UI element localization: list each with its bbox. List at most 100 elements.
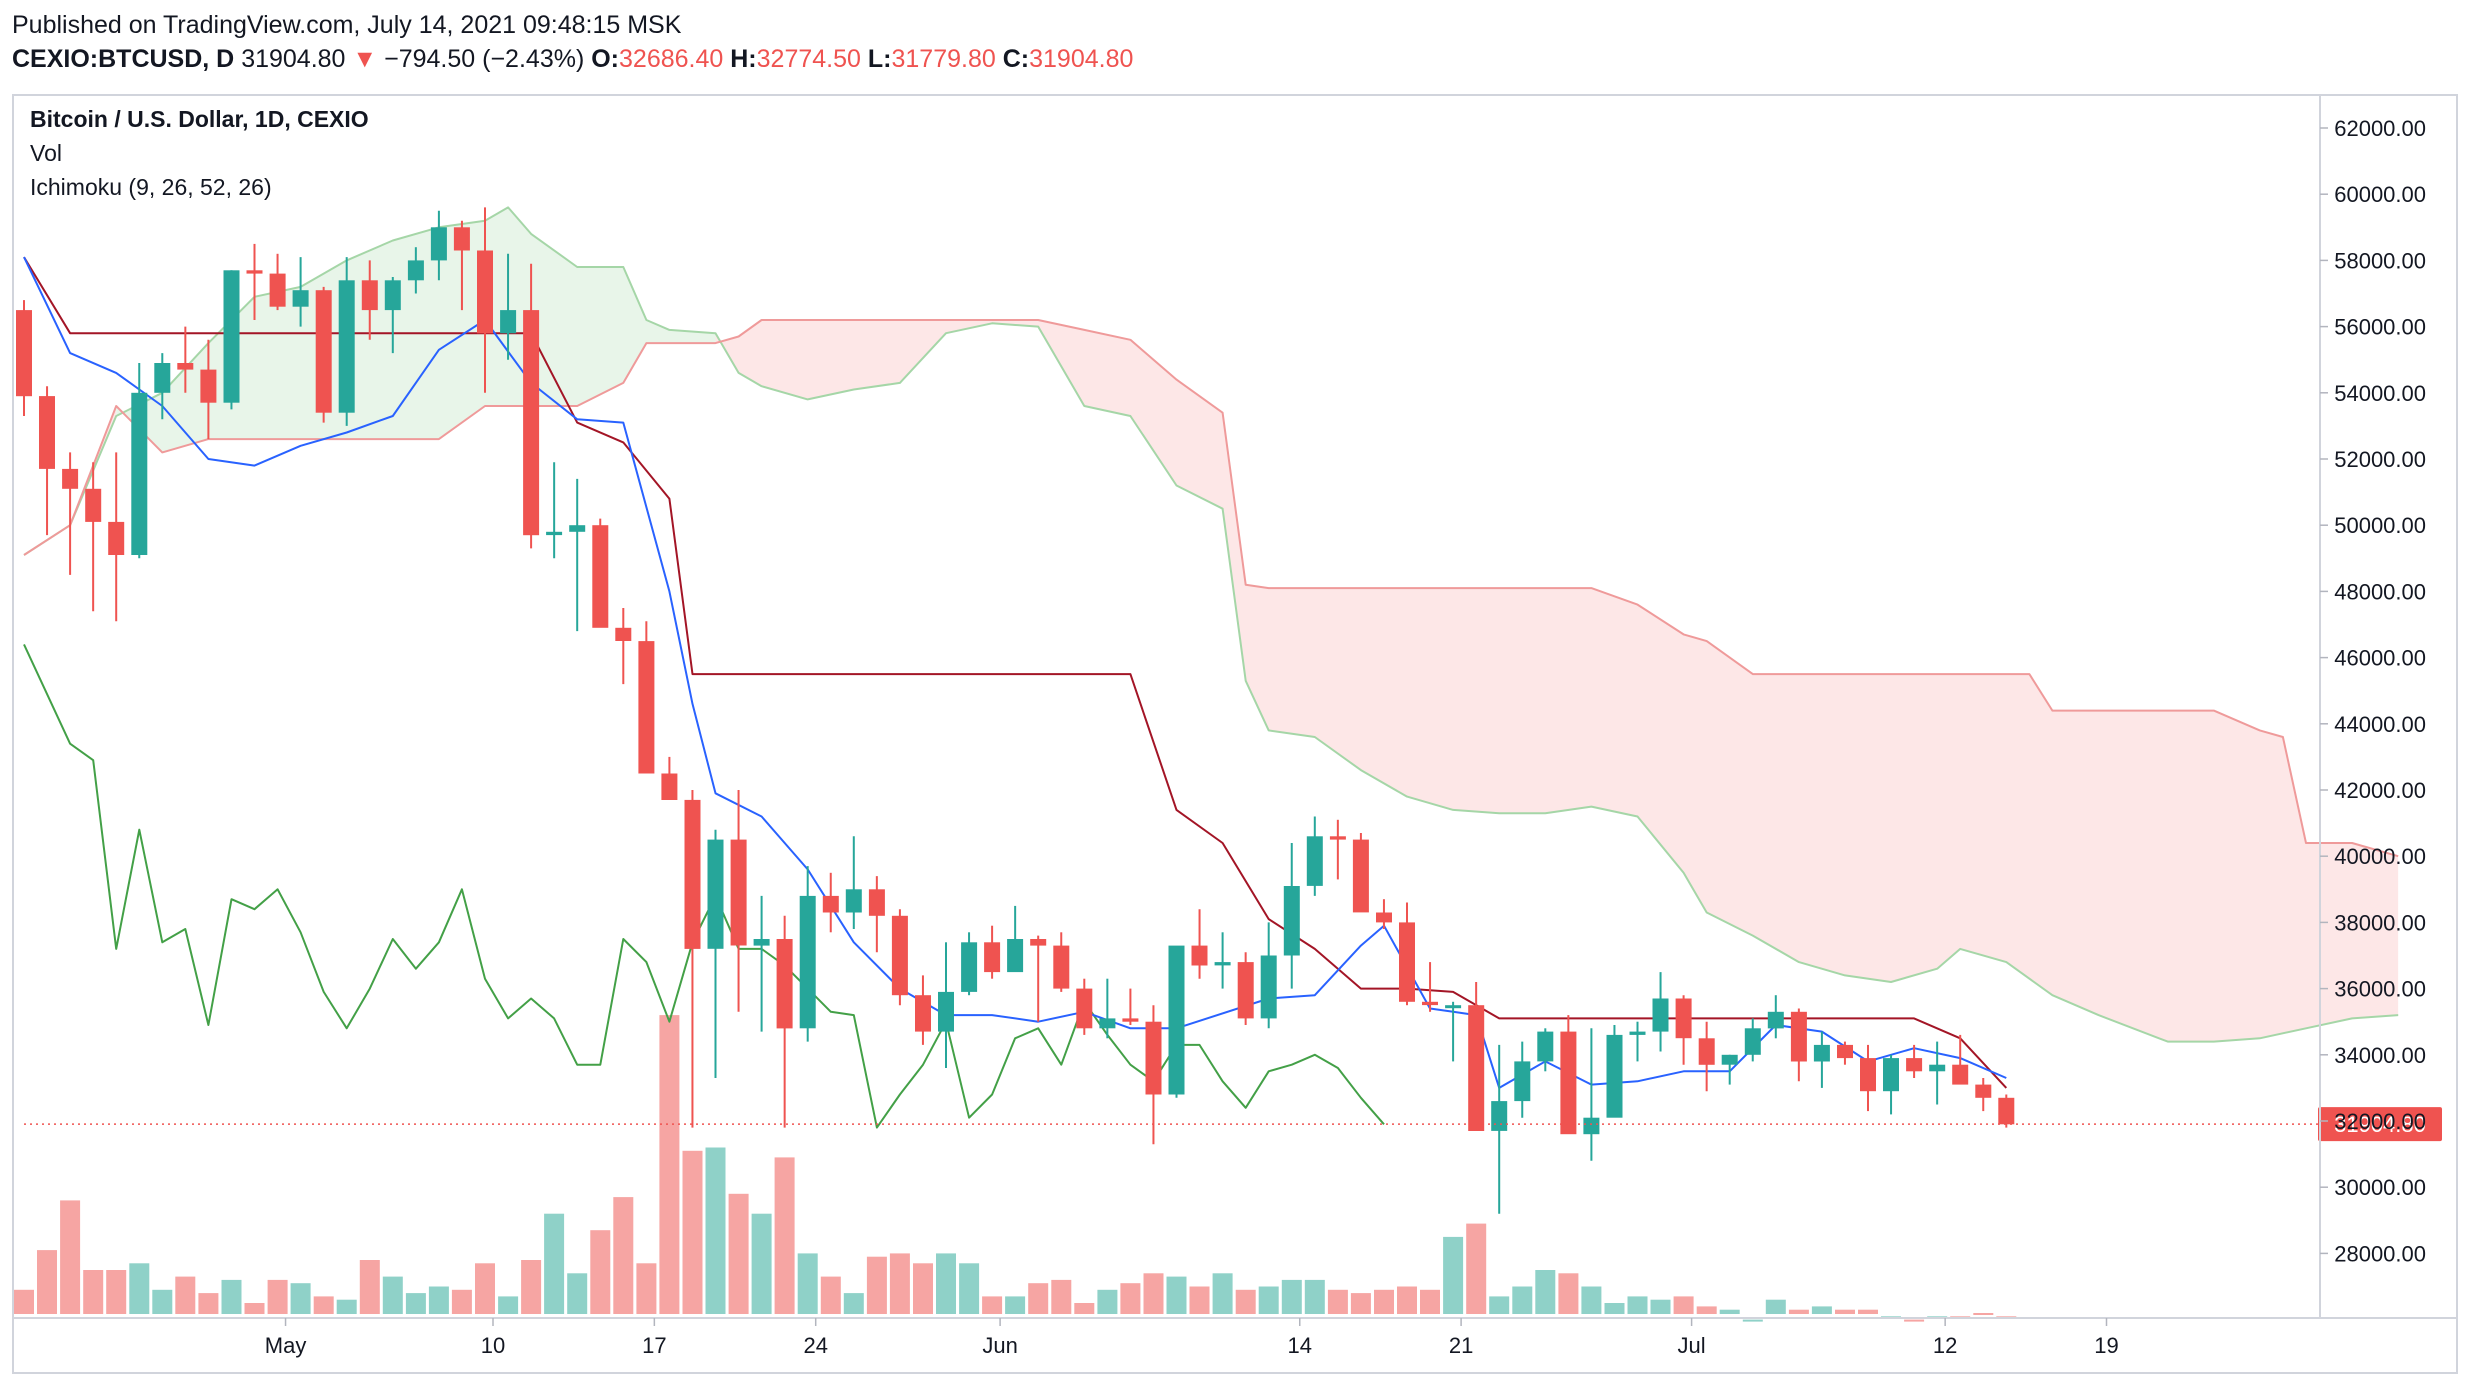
candle-body-63: [1468, 1005, 1485, 1131]
volume-bar-29: [682, 1150, 703, 1314]
candle-body-73: [1698, 1038, 1715, 1065]
candle-body-77: [1790, 1011, 1807, 1062]
candle-12: [292, 257, 309, 327]
y-tick-label-0: 62000.00: [2334, 116, 2426, 141]
volume-bar-58: [1350, 1293, 1371, 1314]
volume-bar-79: [1835, 1309, 1855, 1314]
candle-55: [1283, 843, 1300, 989]
candle-body-20: [477, 250, 493, 334]
candle-body-55: [1283, 886, 1300, 956]
volume-bar-23: [544, 1213, 565, 1314]
candle-66: [1537, 1028, 1554, 1072]
candle-36: [845, 836, 862, 929]
candle-15: [361, 260, 378, 340]
candle-49: [1145, 1005, 1162, 1145]
candle-body-32: [753, 939, 770, 946]
candle-body-11: [269, 273, 286, 307]
y-tick-label-11: 40000.00: [2334, 844, 2426, 869]
candle-body-60: [1399, 922, 1415, 1002]
candle-83: [1929, 1041, 1946, 1105]
volume-bar-74: [1719, 1309, 1740, 1314]
candle-body-10: [246, 270, 263, 274]
candle-82: [1906, 1044, 1923, 1078]
volume-bar-42: [982, 1296, 1003, 1314]
volume-bar-64: [1489, 1296, 1510, 1314]
candle-body-7: [177, 363, 194, 370]
candle-1: [39, 386, 55, 536]
chart-frame: [12, 94, 2458, 1374]
volume-bar-50: [1166, 1276, 1187, 1314]
volume-bar-1: [37, 1250, 57, 1314]
candle-body-3: [85, 488, 102, 522]
y-tick-label-13: 36000.00: [2334, 977, 2426, 1002]
candle-38: [891, 909, 908, 1006]
candle-body-71: [1652, 998, 1669, 1032]
kijun-line: [23, 256, 2008, 1089]
volume-bar-31: [728, 1193, 749, 1314]
candle-42: [984, 925, 1001, 979]
candle-69: [1606, 1025, 1623, 1118]
candle-body-18: [430, 227, 447, 261]
close-label: C:: [1002, 45, 1030, 73]
candle-20: [477, 207, 493, 393]
x-tick-label-8: 12: [1933, 1333, 1957, 1358]
candle-body-5: [131, 392, 148, 555]
candle-5: [131, 363, 148, 559]
candle-body-30: [707, 839, 724, 949]
y-tick-label-2: 58000.00: [2334, 248, 2426, 273]
candles: [16, 207, 2015, 1214]
candle-body-29: [684, 799, 701, 949]
y-tick-label-9: 44000.00: [2334, 712, 2426, 737]
tenkan-line: [23, 256, 2007, 1089]
volume-bar-49: [1143, 1273, 1164, 1314]
candle-7: [177, 326, 194, 393]
volume-bar-32: [751, 1213, 772, 1314]
volume-bar-41: [959, 1263, 980, 1314]
candle-26: [615, 608, 632, 685]
volume-bar-36: [843, 1293, 864, 1314]
candle-body-47: [1099, 1018, 1116, 1029]
quote-line: CEXIO:BTCUSD, D 31904.80 ▼ −794.50 (−2.4…: [12, 42, 1133, 76]
candle-35: [822, 872, 839, 933]
candle-79: [1837, 1041, 1853, 1065]
candle-body-86: [1998, 1097, 2015, 1125]
candle-body-69: [1606, 1034, 1623, 1118]
candle-74: [1721, 1054, 1738, 1085]
volume-bar-51: [1189, 1286, 1210, 1314]
y-tick-label-16: 30000.00: [2334, 1175, 2426, 1200]
candle-body-64: [1491, 1101, 1508, 1131]
candle-body-80: [1860, 1058, 1876, 1092]
candle-body-84: [1952, 1064, 1969, 1085]
candle-37: [868, 876, 885, 953]
volume-bar-59: [1374, 1289, 1394, 1314]
candle-11: [269, 253, 286, 311]
candle-72: [1675, 995, 1692, 1065]
volume-bar-85: [1973, 1313, 1994, 1315]
volume-bar-61: [1420, 1289, 1440, 1314]
candle-body-24: [569, 525, 586, 532]
candle-body-52: [1214, 962, 1231, 966]
candle-body-28: [661, 773, 678, 800]
price-change: −794.50 (−2.43%): [384, 45, 585, 73]
candle-47: [1099, 978, 1116, 1039]
volume-bar-17: [405, 1293, 426, 1314]
candle-body-41: [961, 942, 978, 992]
candle-body-36: [845, 889, 862, 913]
high-label: H:: [730, 45, 757, 73]
volume-bar-2: [60, 1200, 81, 1314]
candle-body-46: [1076, 988, 1093, 1029]
candle-body-9: [223, 270, 240, 403]
volume-bar-52: [1212, 1273, 1233, 1314]
volume-bar-46: [1074, 1303, 1095, 1314]
volume-bar-39: [913, 1263, 933, 1314]
candle-32: [753, 895, 770, 1032]
volume-bar-70: [1627, 1296, 1648, 1314]
volume-bar-0: [14, 1289, 34, 1314]
candle-body-6: [154, 363, 171, 393]
candle-body-23: [546, 531, 563, 536]
y-tick-label-5: 52000.00: [2334, 447, 2426, 472]
candle-56: [1306, 816, 1323, 896]
volume-bar-65: [1512, 1286, 1533, 1314]
open-value: 32686.40: [619, 45, 724, 73]
